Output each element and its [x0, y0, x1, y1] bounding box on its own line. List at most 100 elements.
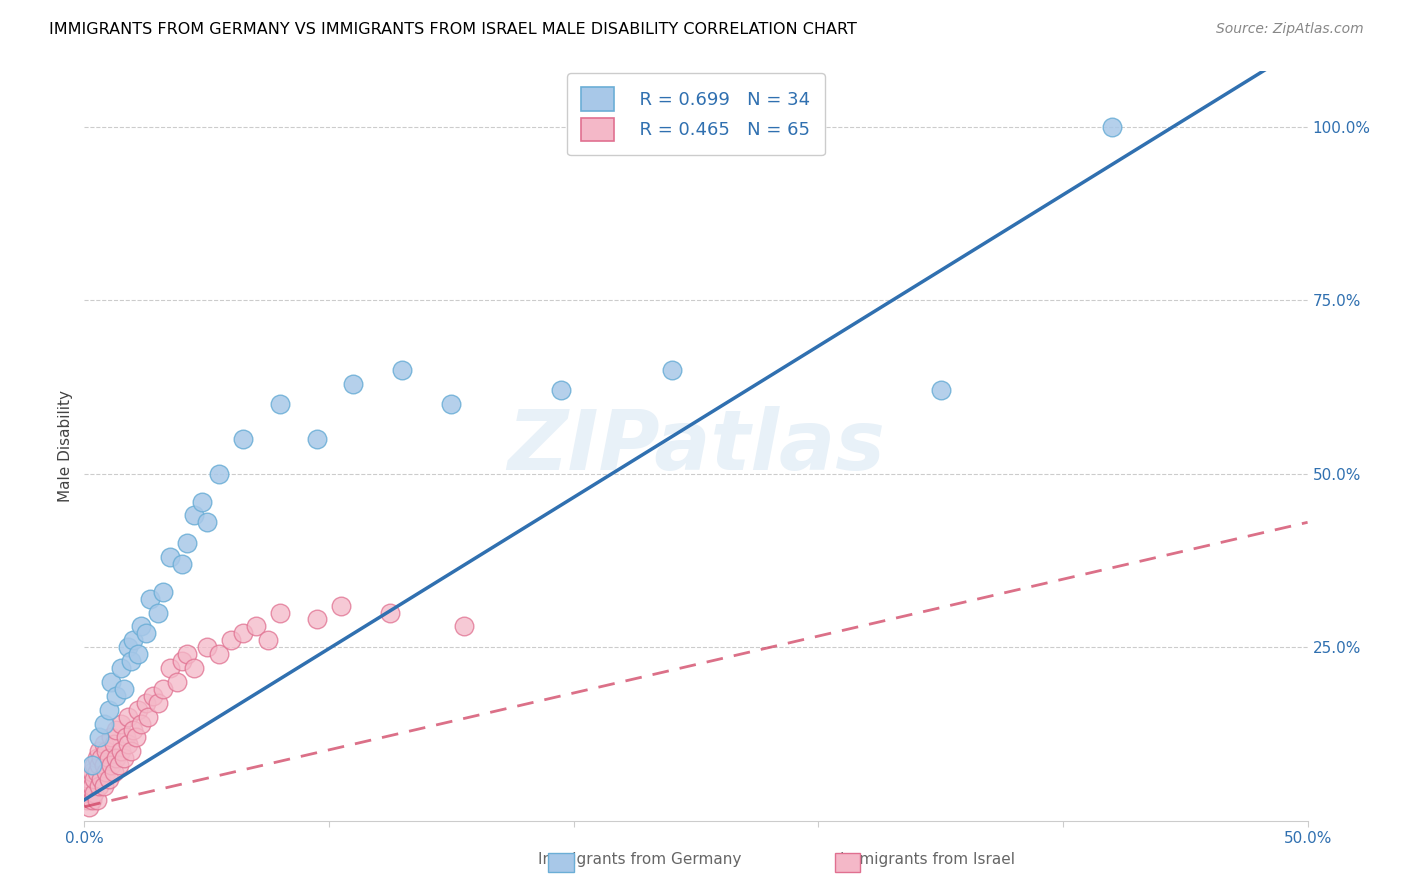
Point	[77, 786, 100, 800]
Point	[142, 689, 165, 703]
Point	[139, 591, 162, 606]
Point	[76, 779, 98, 793]
Point	[90, 772, 112, 786]
Point	[80, 765, 103, 780]
Point	[117, 709, 139, 723]
Point	[97, 751, 120, 765]
Point	[342, 376, 364, 391]
Point	[87, 758, 110, 772]
Point	[107, 758, 129, 772]
Point	[929, 384, 952, 398]
Point	[219, 633, 242, 648]
Point	[122, 723, 145, 738]
Point	[146, 606, 169, 620]
Point	[96, 765, 118, 780]
Point	[305, 612, 328, 626]
Point	[172, 654, 194, 668]
Point	[1101, 120, 1123, 134]
Point	[105, 723, 128, 738]
Point	[97, 703, 120, 717]
Point	[391, 362, 413, 376]
Text: ZIPatlas: ZIPatlas	[508, 406, 884, 486]
Text: Source: ZipAtlas.com: Source: ZipAtlas.com	[1216, 22, 1364, 37]
Point	[103, 737, 125, 751]
Point	[159, 549, 181, 564]
Point	[191, 494, 214, 508]
Point	[110, 661, 132, 675]
Point	[166, 674, 188, 689]
Point	[127, 647, 149, 661]
Point	[269, 606, 291, 620]
Text: IMMIGRANTS FROM GERMANY VS IMMIGRANTS FROM ISRAEL MALE DISABILITY CORRELATION CH: IMMIGRANTS FROM GERMANY VS IMMIGRANTS FR…	[49, 22, 858, 37]
Point	[127, 703, 149, 717]
Point	[93, 716, 115, 731]
Point	[87, 731, 110, 745]
Point	[83, 758, 105, 772]
Point	[152, 584, 174, 599]
Point	[232, 626, 254, 640]
Point	[125, 731, 148, 745]
Point	[86, 765, 108, 780]
Point	[115, 731, 138, 745]
Point	[80, 758, 103, 772]
Point	[100, 758, 122, 772]
Point	[120, 654, 142, 668]
Point	[86, 793, 108, 807]
Point	[129, 619, 152, 633]
Point	[176, 536, 198, 550]
Point	[105, 751, 128, 765]
Point	[96, 744, 118, 758]
Point	[380, 606, 402, 620]
Text: Immigrants from Germany: Immigrants from Germany	[538, 852, 741, 867]
Point	[80, 793, 103, 807]
Point	[87, 779, 110, 793]
Point	[172, 557, 194, 571]
Point	[90, 751, 112, 765]
Point	[93, 737, 115, 751]
Point	[97, 772, 120, 786]
Point	[208, 467, 231, 481]
Point	[117, 737, 139, 751]
Point	[112, 751, 135, 765]
Point	[77, 799, 100, 814]
Point	[269, 397, 291, 411]
Point	[152, 681, 174, 696]
Point	[93, 758, 115, 772]
Point	[176, 647, 198, 661]
Point	[117, 640, 139, 655]
Point	[105, 689, 128, 703]
Point	[80, 779, 103, 793]
Point	[136, 709, 159, 723]
Point	[76, 793, 98, 807]
Point	[440, 397, 463, 411]
Point	[245, 619, 267, 633]
Point	[232, 432, 254, 446]
Point	[146, 696, 169, 710]
Point	[86, 751, 108, 765]
Y-axis label: Male Disability: Male Disability	[58, 390, 73, 502]
Point	[183, 508, 205, 523]
Point	[183, 661, 205, 675]
Point	[83, 772, 105, 786]
Point	[83, 786, 105, 800]
Point	[330, 599, 353, 613]
Point	[661, 362, 683, 376]
Text: Immigrants from Israel: Immigrants from Israel	[841, 852, 1015, 867]
Point	[93, 779, 115, 793]
Point	[77, 772, 100, 786]
Point	[135, 626, 157, 640]
Point	[135, 696, 157, 710]
Point	[112, 681, 135, 696]
Point	[110, 744, 132, 758]
Point	[208, 647, 231, 661]
Point	[100, 674, 122, 689]
Point	[100, 731, 122, 745]
Point	[195, 640, 218, 655]
Point	[120, 744, 142, 758]
Point	[195, 516, 218, 530]
Point	[257, 633, 280, 648]
Point	[129, 716, 152, 731]
Point	[159, 661, 181, 675]
Point	[550, 384, 572, 398]
Point	[87, 744, 110, 758]
